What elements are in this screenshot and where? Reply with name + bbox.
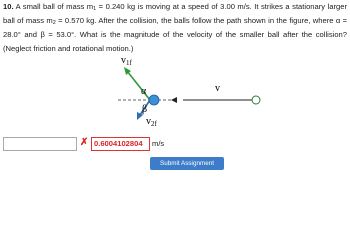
answer-input[interactable] — [3, 137, 77, 151]
label-sub: 2f — [151, 120, 158, 128]
label-v2f: v2f — [146, 116, 158, 128]
unit: m/s — [152, 139, 165, 148]
label-beta: β — [142, 104, 147, 115]
question: 10. A small ball of mass m1 = 0.240 kg i… — [3, 0, 347, 56]
v1f-arrow — [126, 70, 151, 101]
small-ball — [148, 94, 160, 106]
subscript: 1 — [93, 6, 97, 12]
wrong-mark: ✗ — [80, 137, 89, 148]
question-text: A small ball of mass m — [15, 2, 94, 11]
submit-button[interactable]: Submit Assignment — [150, 157, 224, 170]
arrowhead — [137, 112, 143, 120]
question-number: 10. — [3, 2, 14, 11]
figure: v1f α β v2f v — [118, 55, 261, 128]
v2f-arrow — [139, 99, 151, 116]
question-text: = 0.240 kg is moving at a speed of 3.00 … — [3, 2, 347, 25]
label-alpha: α — [141, 86, 147, 97]
label-v1f: v1f — [121, 55, 133, 67]
submitted-answer: 0.6004102804 — [91, 137, 150, 151]
label: v — [146, 116, 151, 127]
label-v: v — [215, 83, 220, 94]
subscript: 2 — [52, 20, 56, 26]
page: 10. A small ball of mass m1 = 0.240 kg i… — [3, 0, 348, 170]
arrowhead — [124, 67, 131, 75]
large-ball — [251, 95, 261, 105]
question-text: = 0.570 kg. After the collision, the bal… — [3, 16, 348, 53]
label: v — [121, 55, 126, 66]
arrowhead — [171, 97, 177, 103]
label-sub: 1f — [126, 59, 133, 67]
